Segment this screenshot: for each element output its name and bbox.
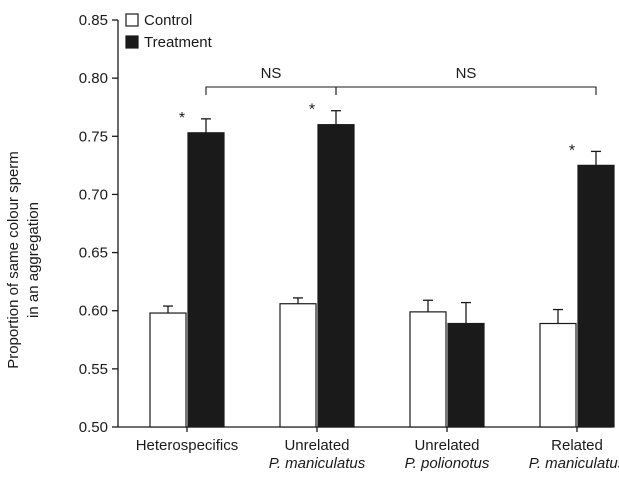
- y-tick-label: 0.55: [79, 361, 108, 378]
- significance-markers: * * *: [179, 102, 575, 160]
- comparison-brackets: NS NS: [205, 65, 597, 95]
- control-bar: [279, 303, 317, 428]
- legend-treatment-label: Treatment: [144, 34, 213, 51]
- legend-control-label: Control: [144, 12, 192, 29]
- bars: [149, 124, 615, 428]
- significance-asterisk: *: [569, 142, 575, 159]
- significance-asterisk: *: [179, 110, 185, 127]
- treatment-bar: [317, 124, 355, 428]
- comparison-label: NS: [456, 65, 477, 82]
- y-axis-label: Proportion of same colour sperm in an ag…: [5, 151, 42, 369]
- x-tick-label: Unrelated: [414, 437, 479, 454]
- y-axis-label-line1: Proportion of same colour sperm: [5, 151, 22, 369]
- y-tick-label: 0.75: [79, 128, 108, 145]
- legend-control-swatch: [125, 13, 139, 27]
- x-tick-label: Related: [551, 437, 603, 454]
- comparison-bracket: [205, 86, 337, 95]
- legend: Control Treatment: [125, 12, 213, 51]
- y-axis-label-line2: in an aggregation: [25, 202, 42, 318]
- error-bars: [163, 110, 601, 324]
- y-tick-label: 0.85: [79, 12, 108, 29]
- x-tick-label: Heterospecifics: [136, 437, 239, 454]
- treatment-bar: [187, 132, 225, 428]
- legend-treatment-swatch: [125, 35, 139, 49]
- comparison-label: NS: [261, 65, 282, 82]
- y-tick-label: 0.60: [79, 303, 108, 320]
- y-ticks: 0.50 0.55 0.60 0.65 0.70 0.75 0.80 0.85: [79, 12, 578, 436]
- treatment-bar: [577, 164, 615, 428]
- y-tick-label: 0.65: [79, 245, 108, 262]
- y-tick-label: 0.70: [79, 186, 108, 203]
- x-tick-label: Unrelated: [284, 437, 349, 454]
- significance-asterisk: *: [309, 102, 315, 119]
- treatment-bar: [447, 322, 485, 428]
- comparison-bracket: [335, 86, 597, 95]
- y-tick-label: 0.50: [79, 419, 108, 436]
- control-bar: [539, 322, 577, 428]
- x-tick-label-species: P. maniculatus: [529, 455, 619, 472]
- x-tick-label-species: P. polionotus: [405, 455, 490, 472]
- x-tick-label-species: P. maniculatus: [269, 455, 366, 472]
- control-bar: [149, 312, 187, 428]
- y-tick-label: 0.80: [79, 70, 108, 87]
- control-bar: [409, 311, 447, 428]
